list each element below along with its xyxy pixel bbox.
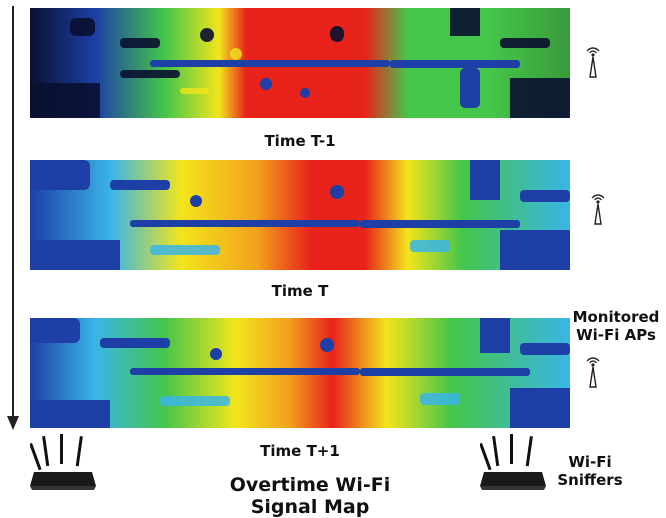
sniffers-label: Wi-Fi Sniffers [555, 453, 625, 489]
wifi-antenna-icon [591, 194, 605, 225]
frame-label-t: Time T [271, 282, 329, 300]
wifi-antenna-icon [586, 357, 600, 388]
monitored-aps-line-2: Wi-Fi APs [576, 326, 656, 344]
wifi-antenna-icon [586, 47, 600, 78]
sniffers-line-2: Sniffers [557, 471, 623, 489]
sniffers-line-1: Wi-Fi [568, 453, 612, 471]
monitored-aps-line-1: Monitored [572, 308, 660, 326]
heatmap-t-minus-1 [30, 8, 570, 118]
router-icon [480, 434, 546, 490]
heatmap-frame-t-minus-1 [30, 8, 570, 118]
heatmap-t-plus-1 [30, 318, 570, 428]
title-line-1: Overtime Wi-Fi [229, 474, 391, 496]
frame-label-t-minus-1: Time T-1 [264, 132, 336, 150]
heatmap-t [30, 160, 570, 270]
heatmap-frame-t [30, 160, 570, 270]
timeline-arrow-icon [7, 6, 19, 430]
heatmap-frame-t-plus-1 [30, 318, 570, 428]
title-line-2: Signal Map [250, 496, 370, 518]
router-icon [30, 434, 96, 490]
diagram-title: Overtime Wi-Fi Signal Map [200, 474, 420, 518]
monitored-aps-label: Monitored Wi-Fi APs [566, 308, 666, 344]
frame-label-t-plus-1: Time T+1 [260, 442, 340, 460]
